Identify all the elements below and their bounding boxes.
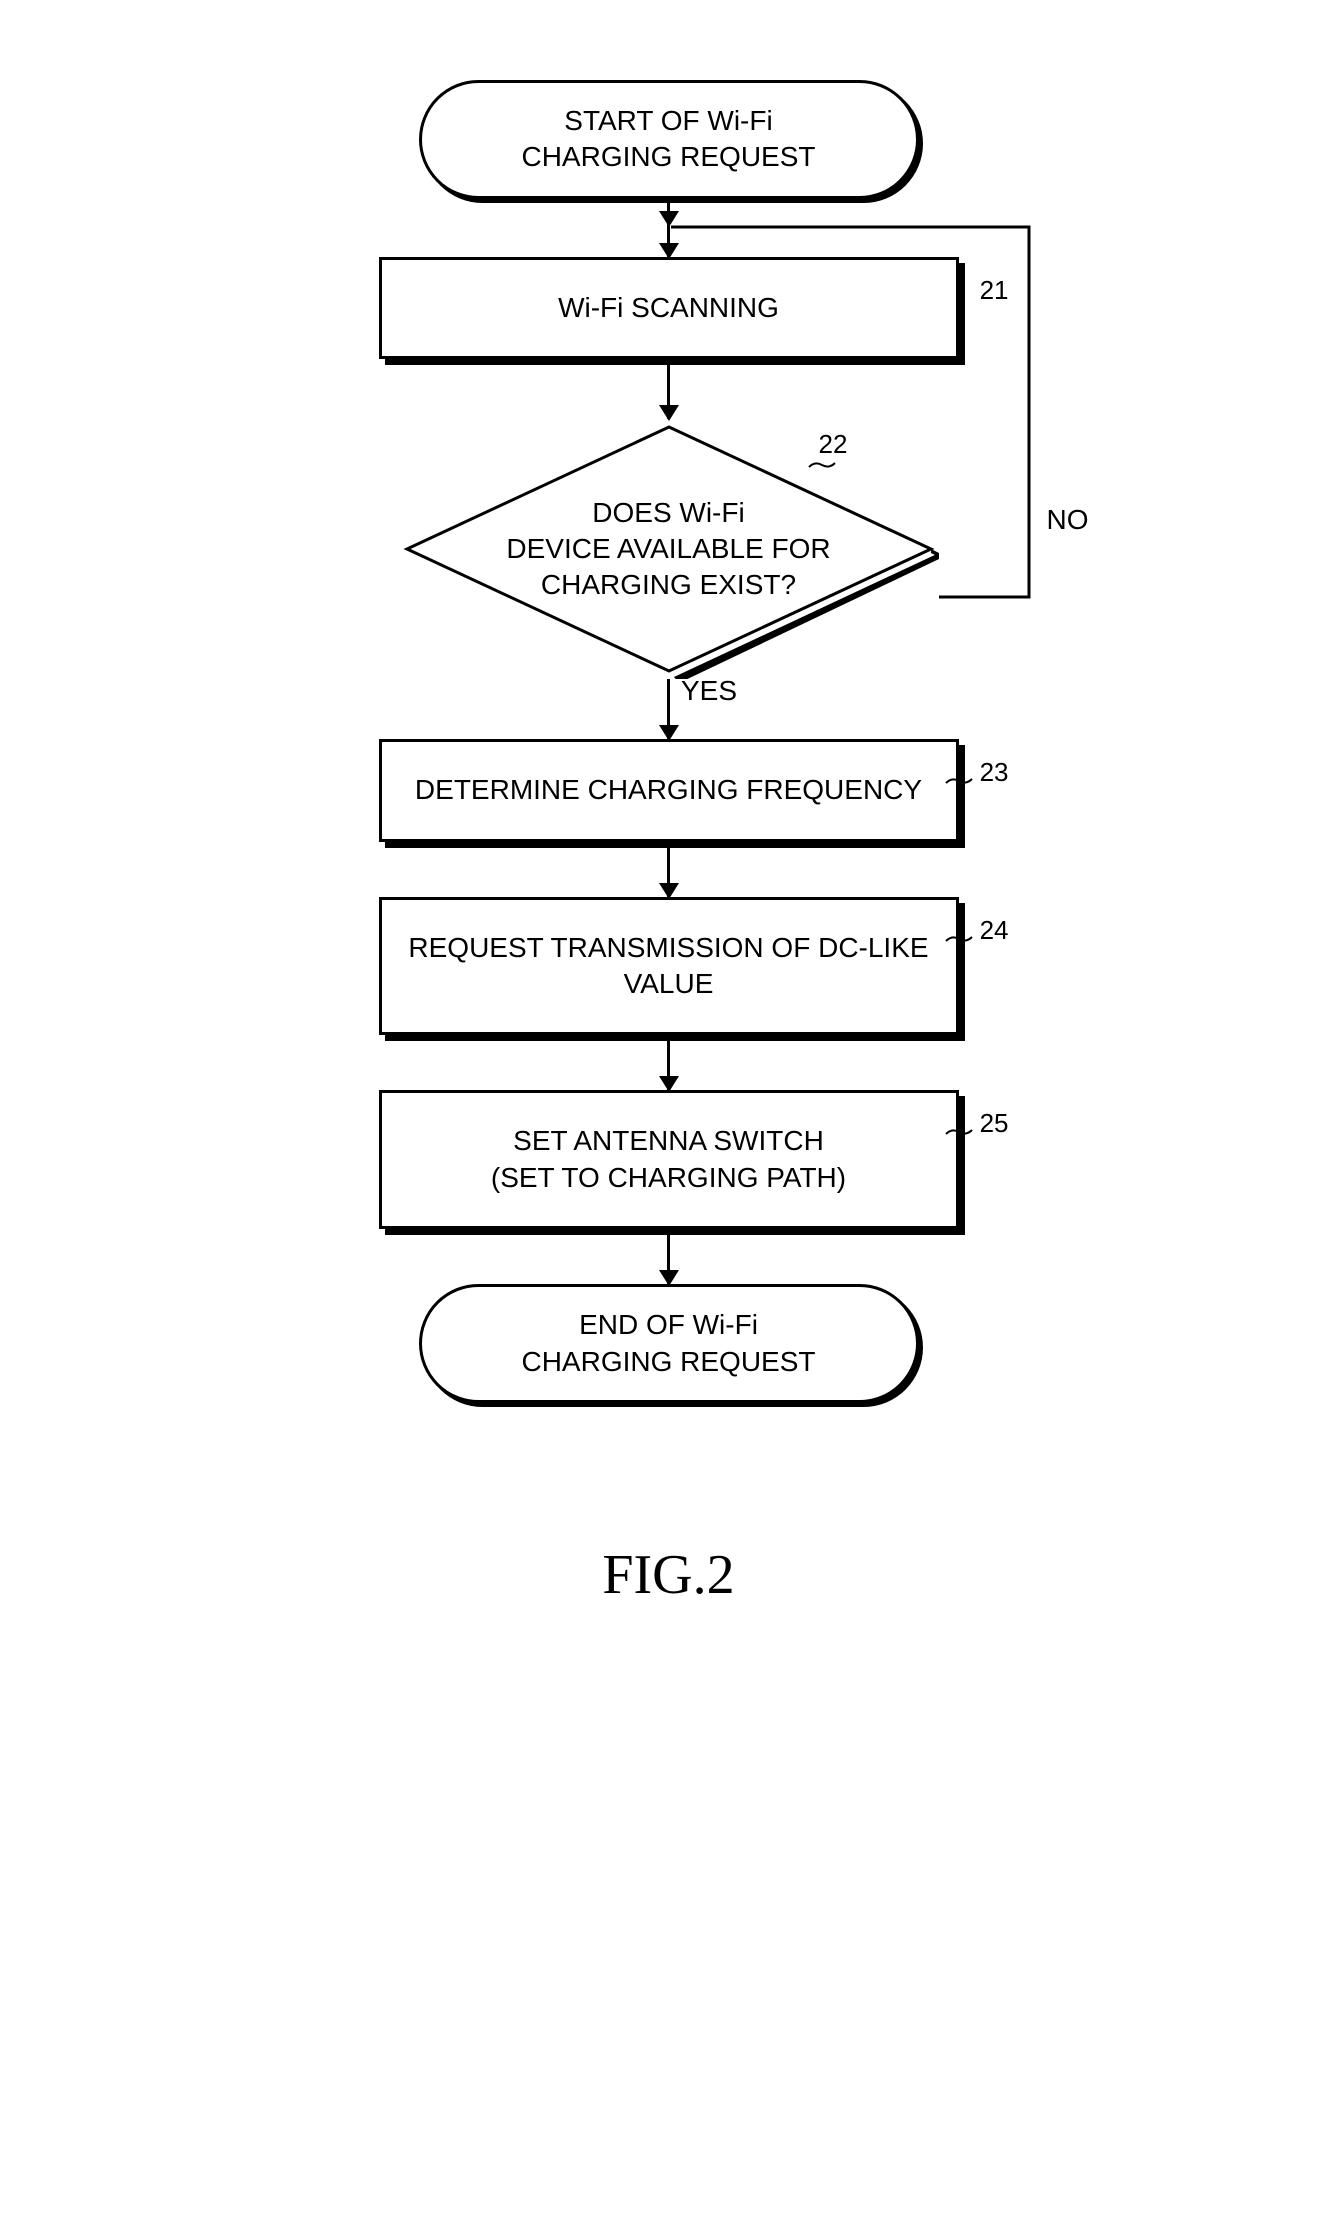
antenna-process: SET ANTENNA SWITCH(SET TO CHARGING PATH) (379, 1090, 959, 1229)
request-process: REQUEST TRANSMISSION OF DC-LIKEVALUE (379, 897, 959, 1036)
freq-ref-tilde (944, 775, 974, 787)
request-ref: 24 (980, 915, 1009, 946)
decision-ref-tilde (807, 459, 837, 471)
arrow-antenna-to-end (667, 1229, 670, 1284)
end-node-wrapper: END OF Wi-FiCHARGING REQUEST (279, 1284, 1059, 1403)
scan-ref: 21 (980, 275, 1009, 306)
no-label: NO (1047, 504, 1089, 536)
arrow-scan-to-decision (667, 359, 670, 419)
antenna-ref: 25 (980, 1108, 1009, 1139)
scan-node-wrapper: Wi-Fi SCANNING 21 (279, 257, 1059, 359)
end-terminal: END OF Wi-FiCHARGING REQUEST (419, 1284, 919, 1403)
scan-process: Wi-Fi SCANNING (379, 257, 959, 359)
decision-label: DOES Wi-FiDEVICE AVAILABLE FORCHARGING E… (506, 495, 830, 604)
freq-label: DETERMINE CHARGING FREQUENCY (415, 774, 922, 805)
yes-label: YES (681, 675, 737, 707)
end-label: END OF Wi-FiCHARGING REQUEST (521, 1309, 815, 1376)
antenna-node-wrapper: SET ANTENNA SWITCH(SET TO CHARGING PATH)… (279, 1090, 1059, 1229)
flowchart-container: START OF Wi-FiCHARGING REQUEST Wi-Fi SCA… (279, 80, 1059, 1607)
figure-caption: FIG.2 (602, 1543, 734, 1607)
request-label: REQUEST TRANSMISSION OF DC-LIKEVALUE (408, 932, 928, 999)
request-node-wrapper: REQUEST TRANSMISSION OF DC-LIKEVALUE 24 (279, 897, 1059, 1036)
decision-node-wrapper: DOES Wi-FiDEVICE AVAILABLE FORCHARGING E… (279, 419, 1059, 679)
start-terminal: START OF Wi-FiCHARGING REQUEST (419, 80, 919, 199)
request-ref-tilde (944, 933, 974, 945)
antenna-label: SET ANTENNA SWITCH(SET TO CHARGING PATH) (491, 1125, 846, 1192)
arrow-start-to-scan (667, 199, 670, 257)
antenna-ref-tilde (944, 1126, 974, 1138)
freq-node-wrapper: DETERMINE CHARGING FREQUENCY 23 (279, 739, 1059, 841)
arrow-request-to-antenna (667, 1035, 670, 1090)
start-node-wrapper: START OF Wi-FiCHARGING REQUEST (279, 80, 1059, 199)
decision-ref: 22 (819, 429, 848, 460)
freq-ref: 23 (980, 757, 1009, 788)
decision-diamond: DOES Wi-FiDEVICE AVAILABLE FORCHARGING E… (399, 419, 939, 679)
arrow-decision-to-freq: YES (667, 679, 670, 739)
arrow-freq-to-request (667, 842, 670, 897)
freq-process: DETERMINE CHARGING FREQUENCY (379, 739, 959, 841)
scan-label: Wi-Fi SCANNING (558, 292, 779, 323)
start-label: START OF Wi-FiCHARGING REQUEST (521, 105, 815, 172)
